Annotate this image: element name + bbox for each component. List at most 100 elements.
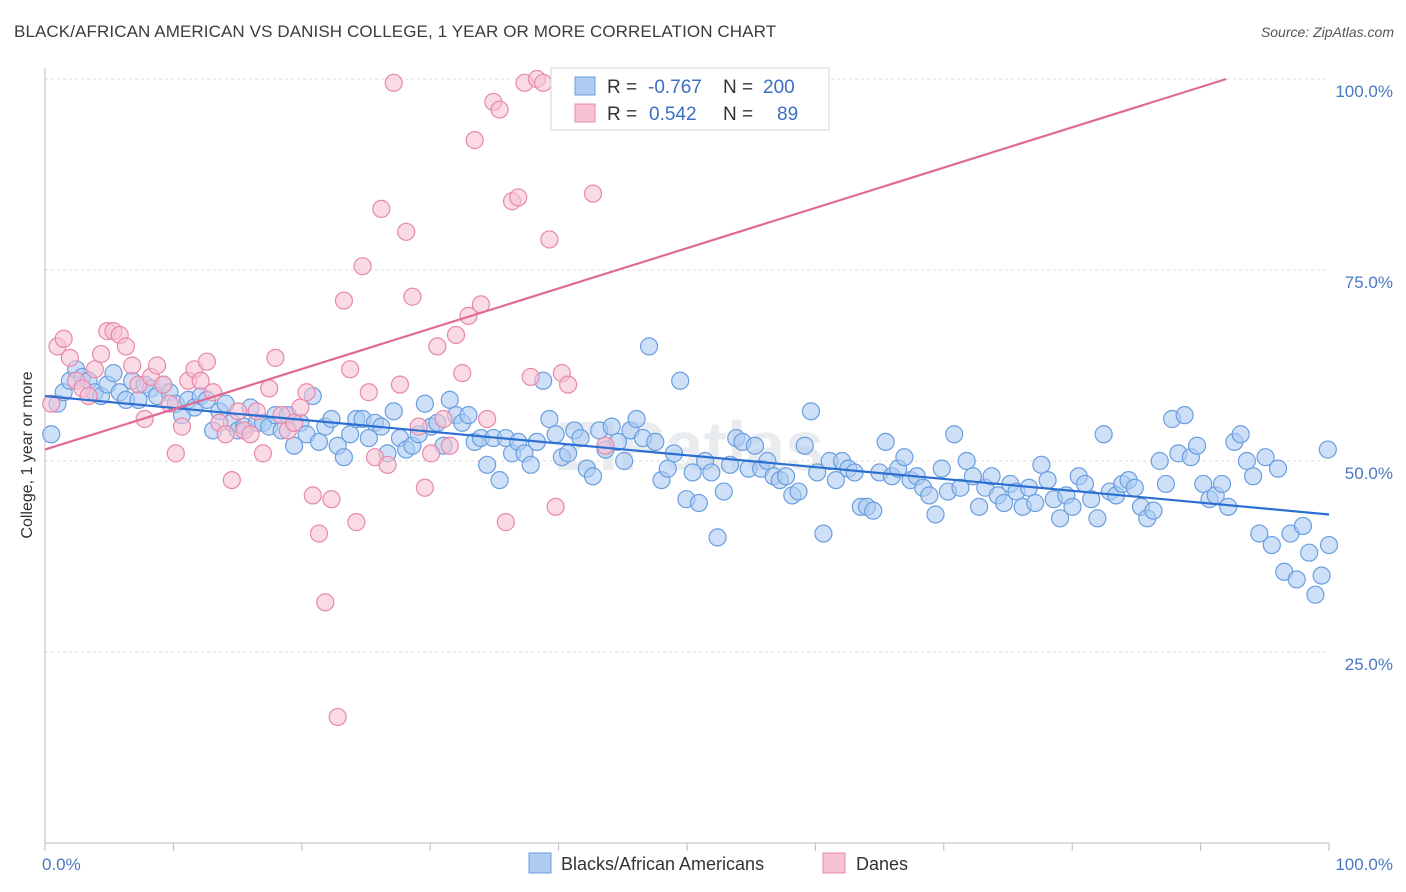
point-blacks-200 [1287,570,1306,589]
point-blacks-151 [982,467,1001,486]
point-blacks-47 [334,448,354,467]
point-danes-44 [316,593,335,612]
point-danes-80 [540,230,559,249]
point-blacks-72 [490,471,509,490]
point-danes-79 [534,73,553,92]
point-blacks-70 [478,455,497,474]
point-danes-18 [154,375,173,394]
point-blacks-191 [1231,425,1250,444]
point-blacks-48 [341,425,360,444]
point-blacks-145 [945,425,964,444]
point-blacks-204 [1312,566,1331,585]
point-danes-66 [453,364,472,383]
legend-n-value-2: 89 [777,104,798,125]
point-danes-42 [303,486,322,505]
point-blacks-137 [895,448,914,467]
legend-r-value-1: -0.767 [648,77,702,98]
point-blacks-160 [1038,471,1057,490]
y-tick-label-1: 50.0% [1345,464,1393,483]
stats-legend: R = -0.767 N = 200 R = 0.542 N = 89 [550,67,830,131]
point-danes-48 [341,360,360,379]
point-danes-39 [284,413,304,432]
legend-r-value-2: 0.542 [649,104,697,125]
trend-line-blacks [44,394,1330,516]
y-tick-labels: 25.0% 50.0% 75.0% 100.0% [1335,82,1393,674]
point-blacks-60 [415,394,434,413]
legend-swatch-pink [574,103,596,123]
point-blacks-10 [104,364,123,383]
point-blacks-107 [708,528,727,547]
point-blacks-80 [540,409,559,429]
point-blacks-77 [521,455,540,474]
point-danes-24 [191,371,210,390]
point-danes-72 [490,100,509,119]
point-danes-89 [596,436,615,455]
point-danes-59 [409,417,428,436]
point-danes-77 [521,367,540,387]
point-blacks-134 [876,432,895,451]
point-blacks-162 [1050,509,1070,528]
legend-r-label-2: R = [607,104,637,125]
point-danes-68 [465,131,484,150]
point-blacks-153 [994,493,1014,513]
y-tick-label-2: 75.0% [1345,273,1393,292]
point-blacks-182 [1175,406,1194,425]
y-axis-label: College, 1 year or more [19,371,36,538]
bottom-legend: Blacks/African Americans Danes [528,852,908,874]
point-blacks-101 [671,371,690,390]
point-blacks-132 [864,501,883,520]
bottom-legend-label-blue: Blacks/African Americans [561,854,764,874]
point-danes-54 [378,455,397,474]
point-blacks-141 [920,486,939,505]
point-blacks-43 [309,432,329,451]
point-danes-13 [123,356,142,375]
point-danes-2 [54,329,73,348]
chart-title: BLACK/AFRICAN AMERICAN VS DANISH COLLEGE… [14,22,777,41]
point-danes-35 [260,379,279,398]
point-danes-61 [421,444,441,463]
chart-source: Source: ZipAtlas.com [1260,24,1394,40]
point-blacks-122 [801,402,821,421]
point-blacks-81 [546,425,565,444]
bottom-legend-label-pink: Danes [856,854,908,874]
point-blacks-166 [1075,474,1095,494]
point-blacks-85 [571,428,590,448]
point-blacks-164 [1063,497,1082,516]
point-danes-45 [322,490,341,509]
point-danes-3 [60,348,80,367]
point-blacks-189 [1219,497,1238,516]
point-blacks-197 [1268,459,1288,478]
point-blacks-206 [1319,535,1339,555]
point-danes-33 [247,402,266,421]
point-danes-40 [291,398,310,417]
legend-r-label-1: R = [607,77,637,98]
point-blacks-51 [359,428,378,448]
legend-n-value-1: 200 [763,77,795,98]
point-blacks-92 [615,451,634,471]
point-blacks-193 [1244,467,1263,486]
point-danes-46 [328,707,347,727]
point-blacks-142 [926,505,945,524]
gridlines [45,78,1329,653]
point-danes-83 [559,375,578,394]
legend-swatch-blue [574,76,596,96]
point-blacks-124 [814,524,833,543]
point-blacks-83 [559,444,578,463]
point-blacks-178 [1150,451,1169,471]
point-danes-65 [446,325,466,345]
point-blacks-115 [758,451,777,471]
point-danes-21 [172,417,192,436]
point-blacks-146 [951,478,970,497]
point-danes-25 [197,352,217,371]
point-blacks-45 [322,409,341,429]
point-danes-75 [509,188,528,207]
point-danes-87 [583,184,603,203]
point-blacks-203 [1306,585,1325,604]
point-blacks-0 [42,425,61,444]
point-blacks-167 [1082,490,1101,509]
point-blacks-118 [776,467,796,486]
y-tick-label-0: 25.0% [1345,655,1393,674]
point-blacks-184 [1187,436,1207,455]
point-danes-64 [440,436,459,455]
